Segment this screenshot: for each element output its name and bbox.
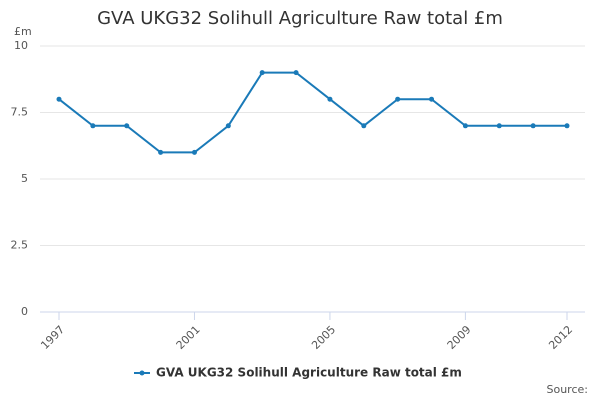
series-line	[58, 71, 567, 154]
x-tick-label: 2005	[309, 323, 338, 352]
y-tick-label: 10	[14, 39, 28, 52]
y-tick-label: 0	[21, 305, 28, 318]
y-tick-label: 2.5	[11, 239, 29, 252]
point	[56, 96, 62, 102]
point	[361, 123, 367, 129]
source: Source:	[547, 383, 589, 396]
x-tick-label: 2009	[445, 323, 474, 352]
y-axis-label: £m	[14, 25, 32, 38]
x-tick-label: 2001	[174, 323, 203, 352]
y-tick-label: 7.5	[11, 106, 29, 119]
legend-marker	[139, 370, 145, 376]
point	[462, 123, 468, 129]
x-tick-label: 2012	[546, 323, 575, 352]
point	[124, 123, 130, 129]
point	[225, 123, 231, 129]
y-tick-label: 5	[21, 172, 28, 185]
point	[293, 70, 299, 76]
point	[530, 123, 536, 129]
point	[259, 70, 265, 76]
x-tick-label: 1997	[38, 323, 67, 352]
point	[496, 123, 502, 129]
point	[395, 96, 401, 102]
legend-label: GVA UKG32 Solihull Agriculture Raw total…	[156, 366, 462, 380]
point	[564, 123, 570, 129]
point	[90, 123, 96, 129]
chart-title: GVA UKG32 Solihull Agriculture Raw total…	[97, 8, 503, 29]
point	[429, 96, 435, 102]
point	[158, 149, 164, 155]
point	[327, 96, 333, 102]
point	[191, 149, 197, 155]
